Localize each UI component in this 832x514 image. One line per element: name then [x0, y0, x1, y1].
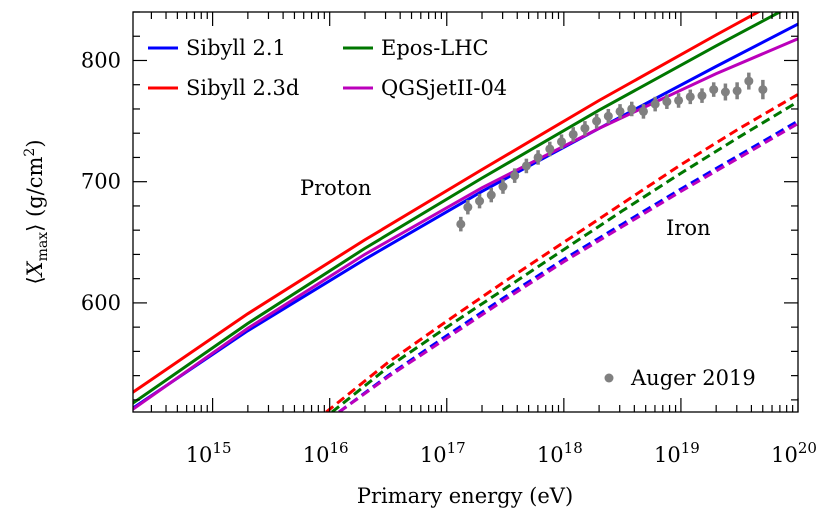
legend-label-qgsjet: QGSjetII-04 — [381, 76, 507, 100]
y-label-unit-sup: 2 — [22, 148, 38, 157]
auger-point — [557, 137, 567, 147]
y-label-langle: ⟨ — [23, 276, 47, 284]
auger-point — [568, 129, 578, 139]
curve-qgsjetii-04-iron — [338, 122, 798, 412]
auger-legend-label: Auger 2019 — [630, 366, 756, 390]
auger-point — [662, 97, 672, 107]
x-tick-label-1e16: 1016 — [303, 439, 349, 467]
curve-epos-lhc-proton — [133, 12, 783, 405]
curve-sibyll-2-1-proton — [133, 22, 798, 410]
plot-frame — [132, 11, 799, 413]
x-tick-exponent: 18 — [564, 439, 583, 457]
auger-point — [758, 85, 768, 95]
curve-sibyll-2-3d-iron — [325, 93, 798, 412]
y-label-unit-close: ) — [23, 139, 47, 147]
auger-point — [603, 111, 613, 121]
auger-point — [732, 86, 742, 96]
x-tick-base: 10 — [654, 443, 681, 467]
y-label-x: X — [23, 260, 47, 278]
legend-label-sibyll21: Sibyll 2.1 — [186, 36, 286, 60]
legend-label-eposlhc: Epos-LHC — [381, 36, 489, 60]
x-tick-base: 10 — [537, 443, 564, 467]
auger-point — [685, 92, 695, 102]
x-tick-label-1e18: 1018 — [537, 439, 583, 467]
auger-data-points — [456, 72, 768, 232]
auger-point — [463, 202, 473, 212]
x-tick-exponent: 17 — [447, 439, 466, 457]
curve-epos-lhc-iron — [331, 100, 798, 412]
x-tick-exponent: 20 — [798, 439, 817, 457]
auger-point — [744, 76, 754, 86]
auger-point — [674, 95, 684, 105]
auger-point — [510, 171, 520, 181]
y-label-unit-open: (g/cm — [23, 157, 47, 224]
auger-legend-marker — [604, 373, 614, 383]
x-tick-label-1e20: 1020 — [771, 439, 817, 467]
x-tick-base: 10 — [186, 443, 213, 467]
model-curves — [133, 12, 798, 412]
proton-annotation: Proton — [300, 176, 371, 200]
legend-label-sibyll23d: Sibyll 2.3d — [186, 76, 299, 100]
auger-legend: Auger 2019 — [604, 366, 756, 390]
auger-point — [697, 91, 707, 101]
x-tick-labels: 1015 1016 1017 1018 1019 1020 — [186, 439, 817, 467]
y-label-sub: max — [35, 232, 51, 262]
curve-qgsjetii-04-proton — [133, 37, 798, 412]
auger-point — [533, 152, 543, 162]
auger-point — [592, 116, 602, 126]
auger-point — [615, 106, 625, 116]
y-tick-labels: 600 700 800 — [81, 48, 121, 314]
y-axis-label: ⟨Xmax⟩ (g/cm2) — [22, 139, 51, 284]
y-label-rangle: ⟩ — [23, 224, 47, 232]
auger-point — [580, 123, 590, 133]
auger-point — [650, 99, 660, 109]
auger-point — [638, 106, 648, 116]
x-tick-base: 10 — [771, 443, 798, 467]
x-tick-label-1e19: 1019 — [654, 439, 700, 467]
y-tick-label-600: 600 — [81, 291, 121, 315]
curve-sibyll-2-3d-proton — [133, 12, 762, 395]
auger-point — [545, 144, 555, 154]
auger-point — [486, 190, 496, 200]
y-tick-label-800: 800 — [81, 48, 121, 72]
auger-point — [709, 85, 719, 95]
auger-point — [456, 219, 466, 229]
iron-annotation: Iron — [666, 216, 711, 240]
axis-ticks — [133, 11, 799, 412]
legend: Sibyll 2.1 Epos-LHC Sibyll 2.3d QGSjetII… — [148, 36, 507, 100]
x-axis-label: Primary energy (eV) — [357, 484, 573, 508]
auger-point — [627, 104, 637, 114]
x-tick-label-1e15: 1015 — [186, 439, 232, 467]
auger-point — [475, 196, 485, 206]
auger-point — [521, 161, 531, 171]
y-tick-label-700: 700 — [81, 170, 121, 194]
auger-point — [720, 87, 730, 97]
x-tick-label-1e17: 1017 — [420, 439, 466, 467]
x-tick-exponent: 15 — [212, 439, 231, 457]
auger-point — [498, 182, 508, 192]
x-tick-exponent: 19 — [681, 439, 700, 457]
x-tick-exponent: 16 — [330, 439, 349, 457]
x-tick-base: 10 — [303, 443, 330, 467]
x-tick-base: 10 — [420, 443, 447, 467]
